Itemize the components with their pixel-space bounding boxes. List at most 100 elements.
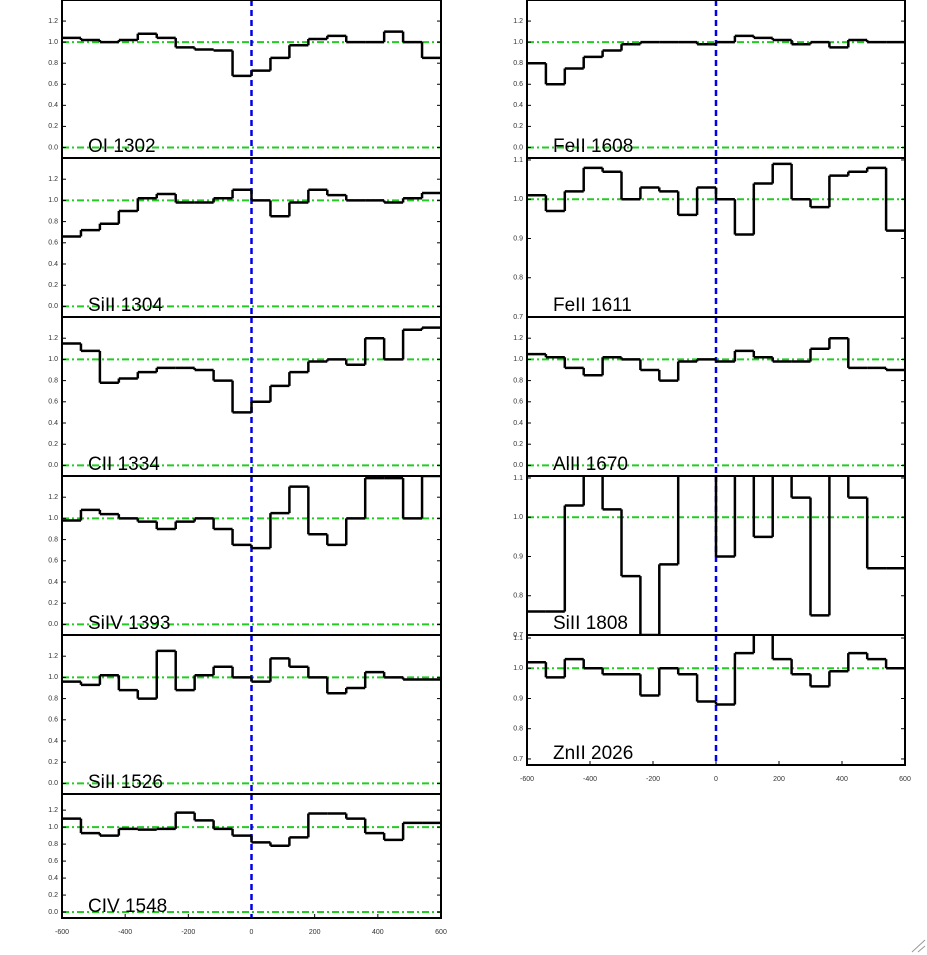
plot-area	[62, 158, 441, 317]
plot-area	[62, 635, 441, 794]
panel-title: CIV 1548	[88, 896, 167, 917]
y-tick-label: 1.0	[48, 197, 58, 204]
plot-area	[527, 476, 905, 635]
y-tick-label: 1.2	[513, 18, 523, 25]
panel-title: FeII 1611	[553, 295, 632, 316]
panel: 0.0 0.2 0.4 0.6 0.8 1.0 1.2 SiIV 1393	[48, 475, 442, 636]
plot-area	[62, 317, 441, 476]
x-tick-label: 600	[435, 929, 447, 936]
y-tick-label: 0.8	[513, 726, 523, 733]
x-tick-label: -200	[181, 929, 195, 936]
y-tick-label: 0.7	[513, 756, 523, 763]
y-tick-label: 0.6	[48, 81, 58, 88]
y-tick-label: 1.0	[513, 514, 523, 521]
y-tick-label: 1.0	[48, 39, 58, 46]
x-tick-label: 200	[773, 776, 785, 783]
y-tick-label: 1.2	[48, 18, 58, 25]
panel: 0.7 0.8 0.9 1.0 1.1 -600 -400 -200 0 200 400 600 ZnI…	[513, 634, 911, 783]
panel: 0.0 0.2 0.4 0.6 0.8 1.0 1.2 FeII 1608	[513, 0, 906, 159]
y-tick-label: 0.2	[48, 892, 58, 899]
y-tick-label: 0.2	[48, 600, 58, 607]
plot-area	[527, 0, 905, 158]
y-tick-label: 1.0	[48, 515, 58, 522]
y-tick-label: 0.4	[48, 738, 58, 745]
y-tick-label: 0.6	[48, 858, 58, 865]
y-tick-label: 0.8	[48, 695, 58, 702]
y-tick-label: 0.0	[48, 780, 58, 787]
panel: 0.0 0.2 0.4 0.6 0.8 1.0 1.2 CII 1334	[48, 316, 442, 477]
y-tick-label: 0.4	[48, 261, 58, 268]
y-tick-label: 1.2	[48, 653, 58, 660]
y-tick-label: 1.0	[513, 665, 523, 672]
y-tick-label: 0.6	[513, 81, 523, 88]
y-tick-label: 0.9	[513, 553, 523, 560]
y-tick-label: 0.2	[48, 759, 58, 766]
panel-frame	[61, 793, 442, 919]
y-tick-label: 0.8	[48, 536, 58, 543]
panel-frame	[526, 634, 906, 766]
y-tick-label: 0.0	[48, 909, 58, 916]
y-tick-label: 1.2	[48, 176, 58, 183]
y-tick-label: 0.0	[48, 144, 58, 151]
x-tick-label: -400	[583, 776, 597, 783]
plot-area	[527, 635, 905, 765]
y-tick-label: 0.6	[48, 240, 58, 247]
plot-area	[527, 317, 905, 476]
x-tick-label: 200	[309, 929, 321, 936]
panel: 0.0 0.2 0.4 0.6 0.8 1.0 1.2 SiII 1304	[48, 157, 442, 318]
y-tick-label: 0.8	[48, 841, 58, 848]
panel-title: SiIV 1393	[88, 613, 170, 634]
x-tick-label: 0	[250, 929, 254, 936]
plot-area	[62, 476, 441, 635]
y-tick-label: 1.0	[513, 196, 523, 203]
plot-area	[62, 0, 441, 158]
panel-title: AlII 1670	[553, 454, 628, 475]
x-tick-label: 400	[372, 929, 384, 936]
y-tick-label: 0.8	[513, 593, 523, 600]
y-tick-label: 0.8	[513, 275, 523, 282]
resize-grip	[911, 939, 926, 953]
y-tick-label: 1.0	[48, 674, 58, 681]
x-tick-label: -200	[646, 776, 660, 783]
y-tick-label: 1.0	[513, 356, 523, 363]
y-tick-label: 0.8	[48, 377, 58, 384]
panel-title: FeII 1608	[553, 136, 633, 157]
y-tick-label: 0.7	[513, 314, 523, 321]
y-tick-label: 0.2	[48, 441, 58, 448]
y-tick-label: 0.8	[513, 60, 523, 67]
y-tick-label: 0.6	[48, 399, 58, 406]
x-tick-label: -600	[55, 929, 69, 936]
panel: 0.0 0.2 0.4 0.6 0.8 1.0 1.2 -600 -400 -200 0 200 400…	[48, 793, 447, 936]
y-tick-label: 0.4	[48, 420, 58, 427]
panel-title: SiII 1808	[553, 613, 628, 634]
y-tick-label: 1.1	[513, 635, 523, 642]
y-tick-label: 0.2	[48, 123, 58, 130]
y-tick-label: 0.0	[48, 462, 58, 469]
panel-title: ZnII 2026	[553, 743, 633, 764]
y-tick-label: 1.2	[513, 335, 523, 342]
y-tick-label: 0.6	[513, 399, 523, 406]
y-tick-label: 0.9	[513, 695, 523, 702]
y-tick-label: 0.4	[48, 579, 58, 586]
y-tick-label: 0.2	[513, 123, 523, 130]
y-tick-label: 1.0	[48, 824, 58, 831]
y-tick-label: 0.4	[513, 102, 523, 109]
panel: 0.0 0.2 0.4 0.6 0.8 1.0 1.2 OI 1302	[48, 0, 442, 159]
y-tick-label: 1.2	[48, 494, 58, 501]
plot-area	[62, 794, 441, 918]
x-tick-label: -400	[118, 929, 132, 936]
y-tick-label: 0.4	[48, 102, 58, 109]
panel: 0.7 0.8 0.9 1.0 1.1 FeII 1611	[513, 157, 906, 321]
y-tick-label: 0.0	[513, 144, 523, 151]
x-tick-label: 0	[714, 776, 718, 783]
y-tick-label: 0.7	[513, 632, 523, 639]
y-tick-label: 0.2	[48, 282, 58, 289]
y-tick-label: 0.8	[48, 60, 58, 67]
y-tick-label: 0.9	[513, 235, 523, 242]
panel-title: SiII 1304	[88, 295, 163, 316]
y-tick-label: 1.1	[513, 475, 523, 482]
panel-title: OI 1302	[88, 136, 156, 157]
y-tick-label: 1.0	[513, 39, 523, 46]
